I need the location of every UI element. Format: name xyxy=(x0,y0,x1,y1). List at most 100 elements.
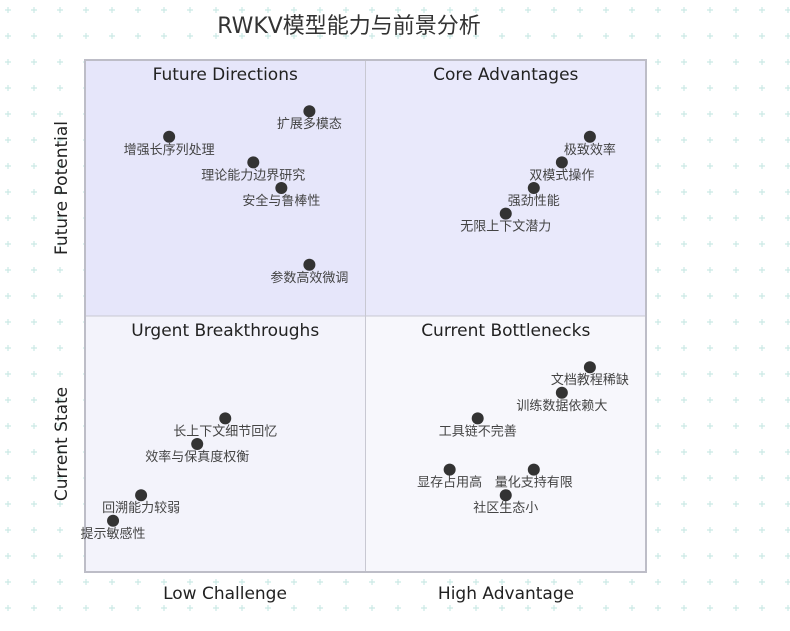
background-plus-mark xyxy=(447,7,453,13)
background-plus-mark xyxy=(525,7,531,13)
background-plus-mark xyxy=(733,579,739,585)
background-plus-mark xyxy=(681,189,687,195)
background-plus-mark xyxy=(759,475,765,481)
data-point-label: 显存占用高 xyxy=(417,475,482,491)
background-plus-mark xyxy=(5,527,11,533)
background-plus-mark xyxy=(31,553,37,559)
background-plus-mark xyxy=(31,215,37,221)
background-plus-mark xyxy=(707,423,713,429)
background-plus-mark xyxy=(655,423,661,429)
data-point xyxy=(107,514,120,527)
background-plus-mark xyxy=(265,33,271,39)
background-plus-mark xyxy=(707,319,713,325)
background-plus-mark xyxy=(759,423,765,429)
background-plus-mark xyxy=(447,605,453,611)
background-plus-mark xyxy=(187,579,193,585)
background-plus-mark xyxy=(785,423,790,429)
background-plus-mark xyxy=(681,449,687,455)
quadrant-label-bottom-left: Urgent Breakthroughs xyxy=(131,321,319,341)
background-plus-mark xyxy=(759,59,765,65)
background-plus-mark xyxy=(5,137,11,143)
background-plus-mark xyxy=(655,59,661,65)
background-plus-mark xyxy=(655,475,661,481)
background-plus-mark xyxy=(57,85,63,91)
data-point xyxy=(303,105,316,118)
background-plus-mark xyxy=(733,501,739,507)
background-plus-mark xyxy=(57,59,63,65)
background-plus-mark xyxy=(395,33,401,39)
background-plus-mark xyxy=(733,163,739,169)
background-plus-mark xyxy=(655,345,661,351)
background-plus-mark xyxy=(31,527,37,533)
background-plus-mark xyxy=(57,189,63,195)
background-plus-mark xyxy=(655,7,661,13)
background-plus-mark xyxy=(395,605,401,611)
data-point xyxy=(443,463,456,476)
background-plus-mark xyxy=(473,7,479,13)
background-plus-mark xyxy=(291,579,297,585)
background-plus-mark xyxy=(5,163,11,169)
background-plus-mark xyxy=(681,605,687,611)
quadrant-bottom-left xyxy=(84,315,366,573)
background-plus-mark xyxy=(31,475,37,481)
background-plus-mark xyxy=(785,59,790,65)
background-plus-mark xyxy=(759,111,765,117)
data-point-label: 训练数据依赖大 xyxy=(516,399,607,414)
background-plus-mark xyxy=(681,371,687,377)
background-plus-mark xyxy=(707,59,713,65)
data-point xyxy=(527,463,540,476)
data-point-label: 量化支持有限 xyxy=(495,476,573,491)
data-point xyxy=(527,182,540,194)
background-plus-mark xyxy=(785,111,790,117)
background-plus-mark xyxy=(681,553,687,559)
background-plus-mark xyxy=(57,501,63,507)
background-plus-mark xyxy=(785,85,790,91)
background-plus-mark xyxy=(785,553,790,559)
background-plus-mark xyxy=(785,345,790,351)
background-plus-mark xyxy=(681,397,687,403)
background-plus-mark xyxy=(759,605,765,611)
background-plus-mark xyxy=(785,33,790,39)
background-plus-mark xyxy=(161,605,167,611)
background-plus-mark xyxy=(733,605,739,611)
background-plus-mark xyxy=(655,397,661,403)
background-plus-mark xyxy=(707,293,713,299)
data-point xyxy=(247,156,260,169)
background-plus-mark xyxy=(83,33,89,39)
background-plus-mark xyxy=(733,345,739,351)
background-plus-mark xyxy=(707,527,713,533)
background-plus-mark xyxy=(759,215,765,221)
background-plus-mark xyxy=(707,189,713,195)
background-plus-mark xyxy=(707,475,713,481)
background-plus-mark xyxy=(733,553,739,559)
background-plus-mark xyxy=(369,605,375,611)
background-plus-mark xyxy=(681,501,687,507)
background-plus-mark xyxy=(785,189,790,195)
background-plus-mark xyxy=(57,215,63,221)
background-plus-mark xyxy=(681,579,687,585)
background-plus-mark xyxy=(551,7,557,13)
data-point xyxy=(219,412,232,425)
background-plus-mark xyxy=(5,475,11,481)
data-point-label: 双模式操作 xyxy=(529,167,594,183)
background-plus-mark xyxy=(83,7,89,13)
background-plus-mark xyxy=(681,267,687,273)
x-axis-high-label: High Advantage xyxy=(438,584,574,604)
background-plus-mark xyxy=(135,7,141,13)
data-point xyxy=(135,489,148,502)
background-plus-mark xyxy=(785,163,790,169)
background-plus-mark xyxy=(291,7,297,13)
background-plus-mark xyxy=(603,605,609,611)
background-plus-mark xyxy=(733,527,739,533)
data-point xyxy=(163,130,176,143)
background-plus-mark xyxy=(707,605,713,611)
background-plus-mark xyxy=(655,553,661,559)
background-plus-mark xyxy=(655,241,661,247)
background-plus-mark xyxy=(655,605,661,611)
data-point-label: 极致效率 xyxy=(564,142,616,158)
background-plus-mark xyxy=(57,293,63,299)
background-plus-mark xyxy=(473,33,479,39)
background-plus-mark xyxy=(57,527,63,533)
background-plus-mark xyxy=(57,267,63,273)
